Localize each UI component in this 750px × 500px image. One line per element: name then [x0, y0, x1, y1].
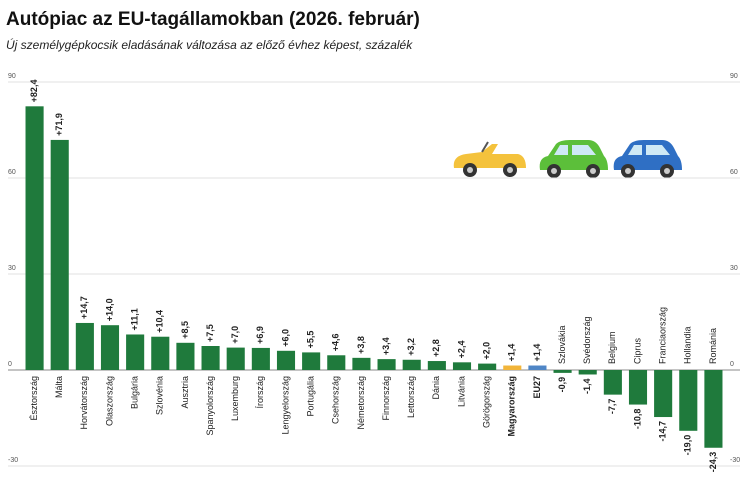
bar: [503, 365, 522, 370]
value-label: +14,0: [104, 298, 114, 321]
bar: [578, 370, 597, 375]
x-tick-label: Olaszország: [104, 376, 114, 426]
bar: [25, 106, 44, 370]
x-tick-label: Csehország: [331, 376, 341, 424]
value-label: -7,7: [607, 399, 617, 415]
y-tick-label: 90: [730, 73, 738, 80]
bar: [75, 322, 94, 370]
value-label: -0,9: [557, 377, 567, 393]
bar: [553, 370, 572, 373]
bar: [151, 336, 170, 370]
x-tick-label: Finnország: [381, 376, 391, 421]
y-tick-label: 60: [8, 169, 16, 176]
x-tick-label: Litvánia: [456, 376, 466, 407]
bar: [377, 359, 396, 370]
value-label: +2,4: [456, 341, 466, 359]
value-label: +11,1: [130, 308, 140, 330]
bar: [603, 370, 622, 395]
bar: [402, 359, 421, 370]
value-label: -10,8: [632, 409, 642, 430]
bar: [201, 346, 220, 370]
bar: [176, 342, 195, 370]
y-tick-label: 30: [730, 265, 738, 272]
bar: [654, 370, 673, 418]
x-tick-label: Szlovákia: [557, 325, 567, 364]
chart-title: Autópiac az EU-tagállamokban (2026. febr…: [6, 9, 420, 30]
x-tick-label: Írország: [255, 376, 265, 409]
y-tick-label: 0: [730, 361, 734, 368]
value-label: +10,4: [155, 310, 165, 333]
value-label: -19,0: [683, 435, 693, 456]
value-label: +6,9: [255, 326, 265, 344]
x-tick-label: Spanyolország: [205, 376, 215, 436]
y-tick-label: 60: [730, 169, 738, 176]
x-tick-label: Portugália: [306, 376, 316, 417]
bar: [100, 325, 120, 370]
value-label: +2,8: [431, 339, 441, 357]
value-label: +3,4: [381, 337, 391, 355]
value-label: -24,3: [708, 452, 718, 473]
x-tick-label: Horvátország: [79, 376, 89, 430]
bar: [352, 357, 371, 370]
value-label: +1,4: [532, 344, 542, 362]
x-tick-label: Észtország: [29, 376, 39, 421]
value-label: +14,7: [79, 296, 89, 319]
value-label: +4,6: [331, 333, 341, 351]
x-tick-label: Svédország: [582, 316, 592, 364]
x-tick-label: Ausztria: [180, 376, 190, 409]
bar: [679, 370, 698, 431]
bar: [528, 365, 547, 370]
y-tick-label: 0: [8, 361, 12, 368]
value-label: +3,8: [356, 336, 366, 354]
bar: [50, 139, 69, 370]
x-tick-label: Luxemburg: [230, 376, 240, 421]
value-label: +7,5: [205, 324, 215, 342]
value-label: +8,5: [180, 321, 190, 339]
x-tick-label: Görögország: [482, 376, 492, 428]
bar: [628, 370, 648, 405]
bar: [704, 370, 723, 448]
value-label: +3,2: [406, 338, 416, 356]
x-tick-label: Belgium: [607, 331, 617, 364]
value-label: +5,5: [306, 331, 316, 349]
bar: [126, 334, 145, 370]
value-label: +71,9: [54, 113, 64, 136]
x-tick-label: EU27: [532, 376, 542, 399]
bar: [427, 361, 446, 370]
bar: [226, 347, 245, 370]
x-tick-label: Hollandia: [683, 326, 693, 364]
x-tick-label: Dánia: [431, 376, 441, 400]
value-label: +2,0: [482, 342, 492, 360]
bar: [327, 355, 346, 370]
bar: [452, 362, 472, 370]
bar: [276, 350, 296, 370]
x-tick-label: Magyarország: [507, 376, 517, 437]
y-tick-label: -30: [8, 457, 18, 464]
x-tick-label: Málta: [54, 376, 64, 398]
bar: [302, 352, 321, 370]
x-tick-label: Románia: [708, 328, 718, 364]
value-label: +1,4: [507, 344, 517, 362]
y-tick-label: 30: [8, 265, 16, 272]
x-tick-label: Szlovénia: [155, 376, 165, 415]
x-tick-label: Németország: [356, 376, 366, 430]
y-tick-label: 90: [8, 73, 16, 80]
y-tick-label: -30: [730, 457, 740, 464]
x-tick-label: Bulgária: [130, 376, 140, 409]
x-tick-label: Franciaország: [658, 307, 668, 364]
chart-subtitle: Új személygépkocsik eladásának változása…: [6, 37, 413, 52]
value-label: -14,7: [658, 421, 668, 442]
x-tick-label: Lengyelország: [280, 376, 290, 435]
value-label: -1,4: [582, 378, 592, 394]
value-label: +6,0: [280, 329, 290, 347]
bar: [478, 363, 497, 370]
value-label: +7,0: [230, 326, 240, 344]
x-tick-label: Ciprus: [632, 337, 642, 364]
value-label: +82,4: [29, 80, 39, 103]
cars-illustration: [453, 140, 682, 178]
bar: [251, 347, 270, 370]
x-tick-label: Lettország: [406, 376, 416, 418]
